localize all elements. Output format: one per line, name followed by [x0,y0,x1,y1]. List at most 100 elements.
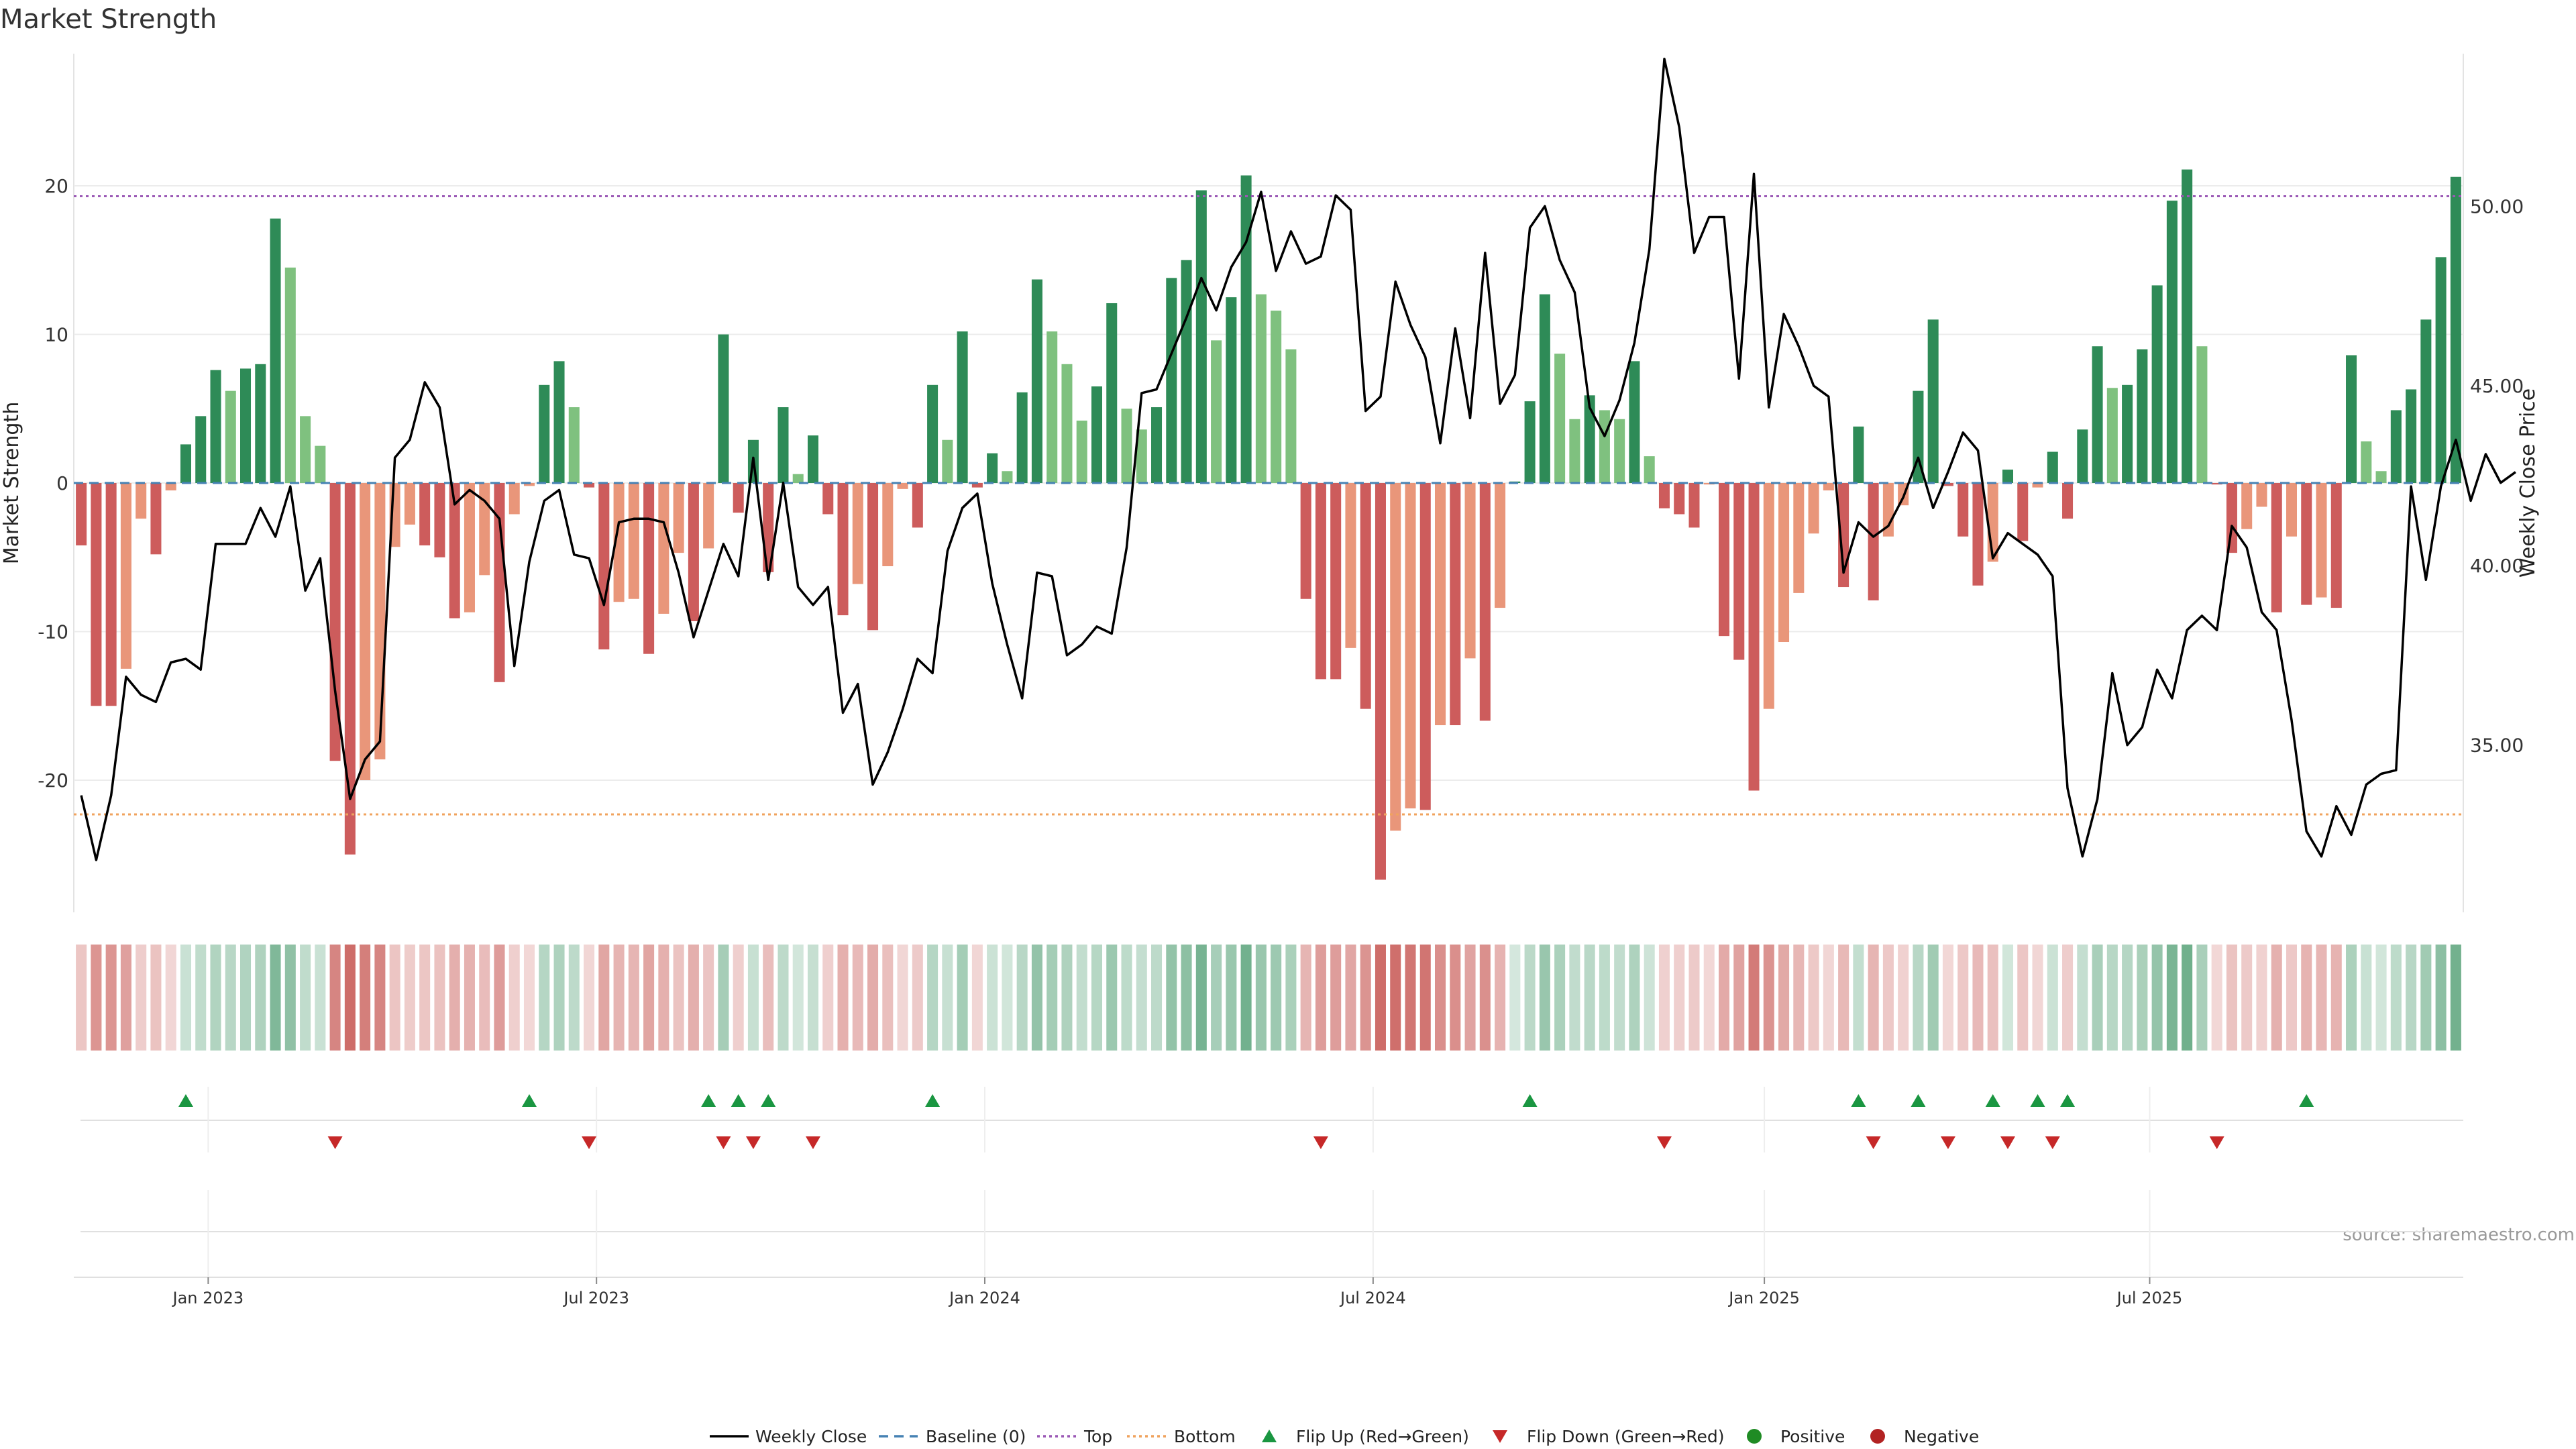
strength-bar [897,483,908,489]
strength-bar [1539,294,1550,483]
legend: Weekly Close Baseline (0) Top Bottom Flip Up… [710,1427,1979,1446]
strip-cell [419,945,431,1051]
strength-bar [2182,169,2193,483]
y-tick-label: 0 [56,472,68,494]
strength-bar [1584,395,1595,483]
strip-cell [1002,945,1013,1051]
legend-label-pos: Positive [1780,1427,1845,1446]
strength-bar [180,444,191,483]
strength-bar [479,483,490,576]
strip-cell [315,945,326,1051]
strength-bar [1778,483,1790,643]
strip-cell [1046,945,1058,1051]
strip-cell [508,945,520,1051]
strip-cell [1479,945,1491,1051]
flip-down-marker [1313,1136,1328,1149]
strength-bar [2361,441,2372,483]
strip-cell [897,945,908,1051]
strength-bar [822,483,834,515]
strip-cell [598,945,610,1051]
strip-cell [1614,945,1625,1051]
strip-cell [180,945,191,1051]
flip-up-marker [178,1094,193,1107]
strip-cell [2420,945,2432,1051]
strip-cell [1718,945,1730,1051]
strength-bar [628,483,639,599]
y-tick-label: 20 [44,175,68,197]
strength-bar [494,483,505,682]
strip-cell [1226,945,1237,1051]
strip-cell [494,945,505,1051]
strip-cell [120,945,131,1051]
strength-bar [2390,410,2402,483]
strength-bar [2226,483,2237,553]
strip-cell [688,945,699,1051]
strength-bar [2301,483,2312,605]
strength-bar [1315,483,1326,680]
strength-bar [2017,483,2029,541]
flip-up-marker [925,1094,941,1107]
legend-swatch-positive [1747,1429,1762,1444]
weekly-close-line [80,58,2516,861]
strength-bar [165,483,176,491]
strength-bar [1823,483,1834,491]
strip-cell [1315,945,1326,1051]
strength-bar [1166,278,1177,483]
strength-bar [210,370,221,483]
strength-bar [195,416,207,483]
strip-cell [2256,945,2267,1051]
strip-cell [464,945,475,1051]
y-tick-label: -10 [38,621,68,643]
strength-bar [2346,355,2357,483]
strength-bar [1360,483,1371,709]
strip-cell [2241,945,2253,1051]
strip-cell [105,945,117,1051]
strip-cell [1972,945,1984,1051]
strip-cell [344,945,356,1051]
strength-bar [315,445,326,483]
strength-bar [105,483,117,706]
strip-cell [2390,945,2402,1051]
strip-cell [449,945,460,1051]
strip-cell [2211,945,2222,1051]
strength-bar [464,483,475,612]
strip-cell [136,945,147,1051]
strength-bar [2137,349,2148,483]
strip-cell [1793,945,1805,1051]
strip-cell [852,945,863,1051]
strength-bar [1554,354,1566,483]
strength-heat-strip [76,945,2461,1051]
strength-bar [1688,483,1700,528]
strip-cell [1419,945,1431,1051]
flip-up-marker [2060,1094,2076,1107]
strength-bar [673,483,684,553]
strength-bar [300,416,311,483]
strength-bar [1226,297,1237,483]
strip-cell [389,945,400,1051]
strip-cell [2346,945,2357,1051]
strength-bar [1106,303,1118,483]
strip-cell [807,945,819,1051]
strength-bar [404,483,415,525]
strip-cell [673,945,684,1051]
strength-bar [1151,407,1163,483]
strip-cell [2450,945,2461,1051]
strip-cell [2330,945,2342,1051]
y2-tick-label: 40.00 [2470,555,2524,577]
strip-cell [1853,945,1864,1051]
strip-cell [2196,945,2208,1051]
strip-cell [2182,945,2193,1051]
x-tick-label: Jan 2025 [1727,1289,1800,1307]
strip-cell [1360,945,1371,1051]
strip-cell [882,945,894,1051]
strength-bar [1464,483,1476,659]
strength-bar [837,483,849,616]
strip-cell [2077,945,2088,1051]
strip-cell [1061,945,1073,1051]
legend-swatch-flip-down [1493,1430,1507,1443]
strip-cell [1868,945,1879,1051]
strength-bar [882,483,894,567]
strip-cell [1509,945,1521,1051]
strip-cell [1539,945,1550,1051]
strength-bar [1271,311,1282,483]
